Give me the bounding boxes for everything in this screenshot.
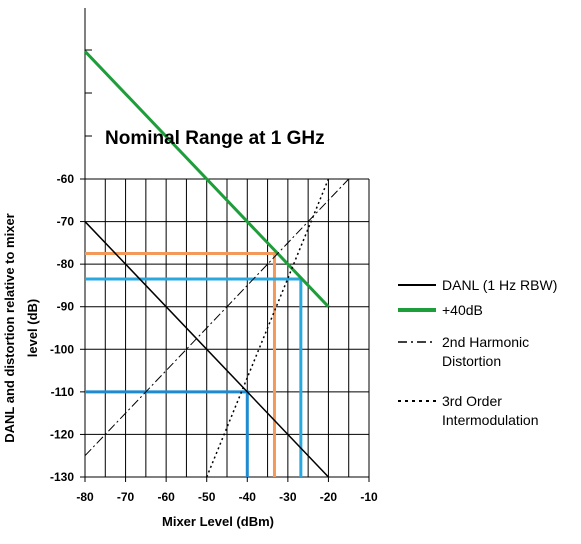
y-axis-label-line-2: level (dB) [25, 299, 40, 358]
y-tick-label: -60 [57, 172, 75, 186]
legend-label-3: Intermodulation [442, 412, 539, 428]
series-line-2 [84, 178, 350, 457]
y-tick-label: -100 [50, 342, 74, 356]
y-tick-label: -120 [50, 427, 74, 441]
legend-label-1: +40dB [442, 302, 483, 318]
blue-marker-upper [85, 277, 303, 477]
series-line-0 [84, 221, 329, 478]
y-axis-label: DANL and distortion relative to mixer le… [2, 213, 40, 442]
x-tick-label: -10 [360, 490, 378, 504]
upper-y-axis-extension [84, 8, 92, 179]
y-tick-label: -80 [57, 257, 75, 271]
y-tick-label: -90 [57, 300, 75, 314]
x-tick-label: -80 [76, 490, 94, 504]
orange-marker [85, 252, 276, 477]
x-tick-label: -30 [279, 490, 297, 504]
legend: DANL (1 Hz RBW) +40dB 2nd Harmonic Distorti… [398, 277, 557, 428]
x-tick-label: -40 [239, 490, 257, 504]
y-tick-label: -130 [50, 470, 74, 484]
series-line-3 [206, 178, 330, 478]
x-tick-label: -70 [117, 490, 135, 504]
series-line-1 [83, 50, 330, 308]
series-lines [83, 50, 350, 478]
grid [80, 178, 370, 482]
x-tick-label: -50 [198, 490, 216, 504]
y-axis-label-line-1: DANL and distortion relative to mixer [2, 213, 17, 442]
chart-title: Nominal Range at 1 GHz [105, 128, 325, 149]
tick-labels: -80 -70 -60 -50 -40 -30 -20 -10 -60 -70 -80 -90 -100… [50, 172, 378, 504]
y-tick-label: -110 [51, 385, 75, 399]
legend-label-3: 3rd Order [442, 393, 502, 409]
marker-lines [85, 252, 303, 477]
legend-label-0: DANL (1 Hz RBW) [442, 277, 557, 293]
y-tick-label: -70 [57, 215, 75, 229]
x-tick-label: -60 [157, 490, 175, 504]
x-axis-label: Mixer Level (dBm) [162, 514, 274, 529]
legend-label-2: Distortion [442, 353, 501, 369]
legend-label-2: 2nd Harmonic [442, 334, 529, 350]
x-tick-label: -20 [320, 490, 338, 504]
